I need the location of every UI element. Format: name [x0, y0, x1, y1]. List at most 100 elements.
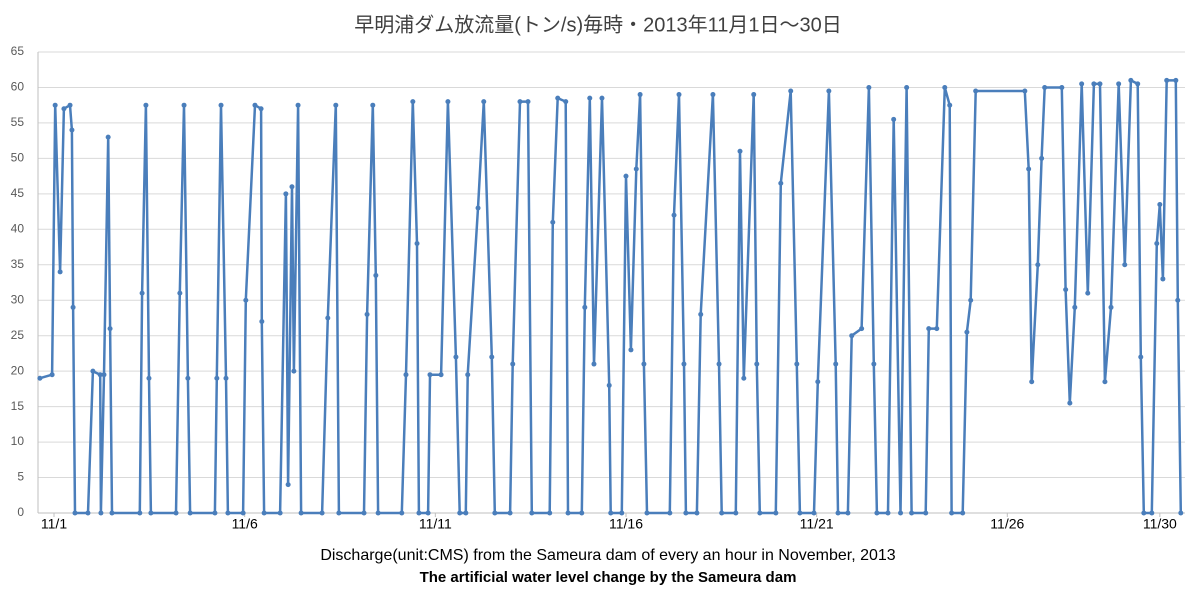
data-point	[641, 361, 647, 367]
data-point	[845, 510, 851, 516]
data-point	[291, 368, 297, 374]
data-point	[599, 95, 605, 101]
data-point	[525, 99, 531, 105]
data-point	[757, 510, 763, 516]
data-point	[1122, 262, 1128, 268]
x-tick-label: 11/21	[800, 516, 834, 532]
data-point	[72, 510, 78, 516]
data-point	[101, 372, 107, 378]
data-point	[1091, 81, 1097, 87]
data-point	[261, 510, 267, 516]
data-point	[565, 510, 571, 516]
data-point	[1059, 84, 1065, 90]
data-point	[295, 102, 301, 108]
data-point	[676, 92, 682, 98]
data-point	[547, 510, 553, 516]
data-point	[826, 88, 832, 94]
data-point	[465, 372, 471, 378]
y-tick-label: 25	[11, 328, 25, 342]
data-point	[289, 184, 295, 190]
data-point	[1164, 77, 1170, 83]
data-line	[39, 79, 1183, 515]
data-point	[283, 191, 289, 197]
y-tick-label: 50	[11, 151, 25, 165]
data-point	[871, 361, 877, 367]
data-point	[325, 315, 331, 321]
data-point	[143, 102, 149, 108]
data-point	[623, 173, 629, 179]
data-point	[1128, 77, 1134, 83]
y-tick-label: 35	[11, 257, 25, 271]
data-point	[1108, 304, 1114, 310]
data-point	[1026, 166, 1032, 172]
y-tick-label: 55	[11, 115, 25, 129]
data-point	[923, 510, 929, 516]
data-point	[608, 510, 614, 516]
data-point	[733, 510, 739, 516]
x-tick-label: 11/16	[609, 516, 643, 532]
x-tick-label: 11/26	[990, 516, 1024, 532]
data-point	[1116, 81, 1122, 87]
data-point	[146, 375, 152, 381]
data-point	[1135, 81, 1141, 87]
data-point	[788, 88, 794, 94]
data-point	[909, 510, 915, 516]
data-point	[438, 372, 444, 378]
data-point	[833, 361, 839, 367]
data-point	[240, 510, 246, 516]
data-point	[475, 205, 481, 211]
data-point	[1022, 88, 1028, 94]
data-point	[866, 84, 872, 90]
data-point	[710, 92, 716, 98]
data-point	[97, 372, 103, 378]
data-point	[891, 116, 897, 122]
data-point	[427, 372, 433, 378]
data-point	[898, 510, 904, 516]
data-point	[364, 311, 370, 317]
data-point	[137, 510, 143, 516]
data-point	[926, 326, 932, 332]
data-point	[370, 102, 376, 108]
data-point	[811, 510, 817, 516]
data-point	[1175, 297, 1181, 303]
data-point	[885, 510, 891, 516]
y-tick-label: 40	[11, 221, 25, 235]
data-point	[259, 319, 265, 325]
data-point	[489, 354, 495, 360]
data-point	[529, 510, 535, 516]
data-point	[794, 361, 800, 367]
data-point	[1157, 201, 1163, 207]
x-axis-label: Discharge(unit:CMS) from the Sameura dam…	[320, 547, 895, 564]
data-point	[277, 510, 283, 516]
data-point	[942, 84, 948, 90]
data-point	[1154, 240, 1160, 246]
data-point	[1097, 81, 1103, 87]
data-point	[934, 326, 940, 332]
data-point	[333, 102, 339, 108]
data-point	[1067, 400, 1073, 406]
data-point	[773, 510, 779, 516]
data-point	[973, 88, 979, 94]
data-point	[637, 92, 643, 98]
data-point	[177, 290, 183, 296]
data-point	[361, 510, 367, 516]
y-tick-label: 60	[11, 80, 25, 94]
data-point	[667, 510, 673, 516]
data-point	[173, 510, 179, 516]
data-point	[671, 212, 677, 218]
data-point	[218, 102, 224, 108]
data-point	[410, 99, 416, 105]
data-point	[949, 510, 955, 516]
data-point	[85, 510, 91, 516]
data-point	[835, 510, 841, 516]
data-point	[694, 510, 700, 516]
data-point	[214, 375, 220, 381]
subtitle: The artificial water level change by the…	[420, 569, 797, 586]
data-point	[1072, 304, 1078, 310]
data-point	[414, 240, 420, 246]
data-point	[212, 510, 218, 516]
data-point	[49, 372, 55, 378]
data-point	[243, 297, 249, 303]
data-point	[425, 510, 431, 516]
